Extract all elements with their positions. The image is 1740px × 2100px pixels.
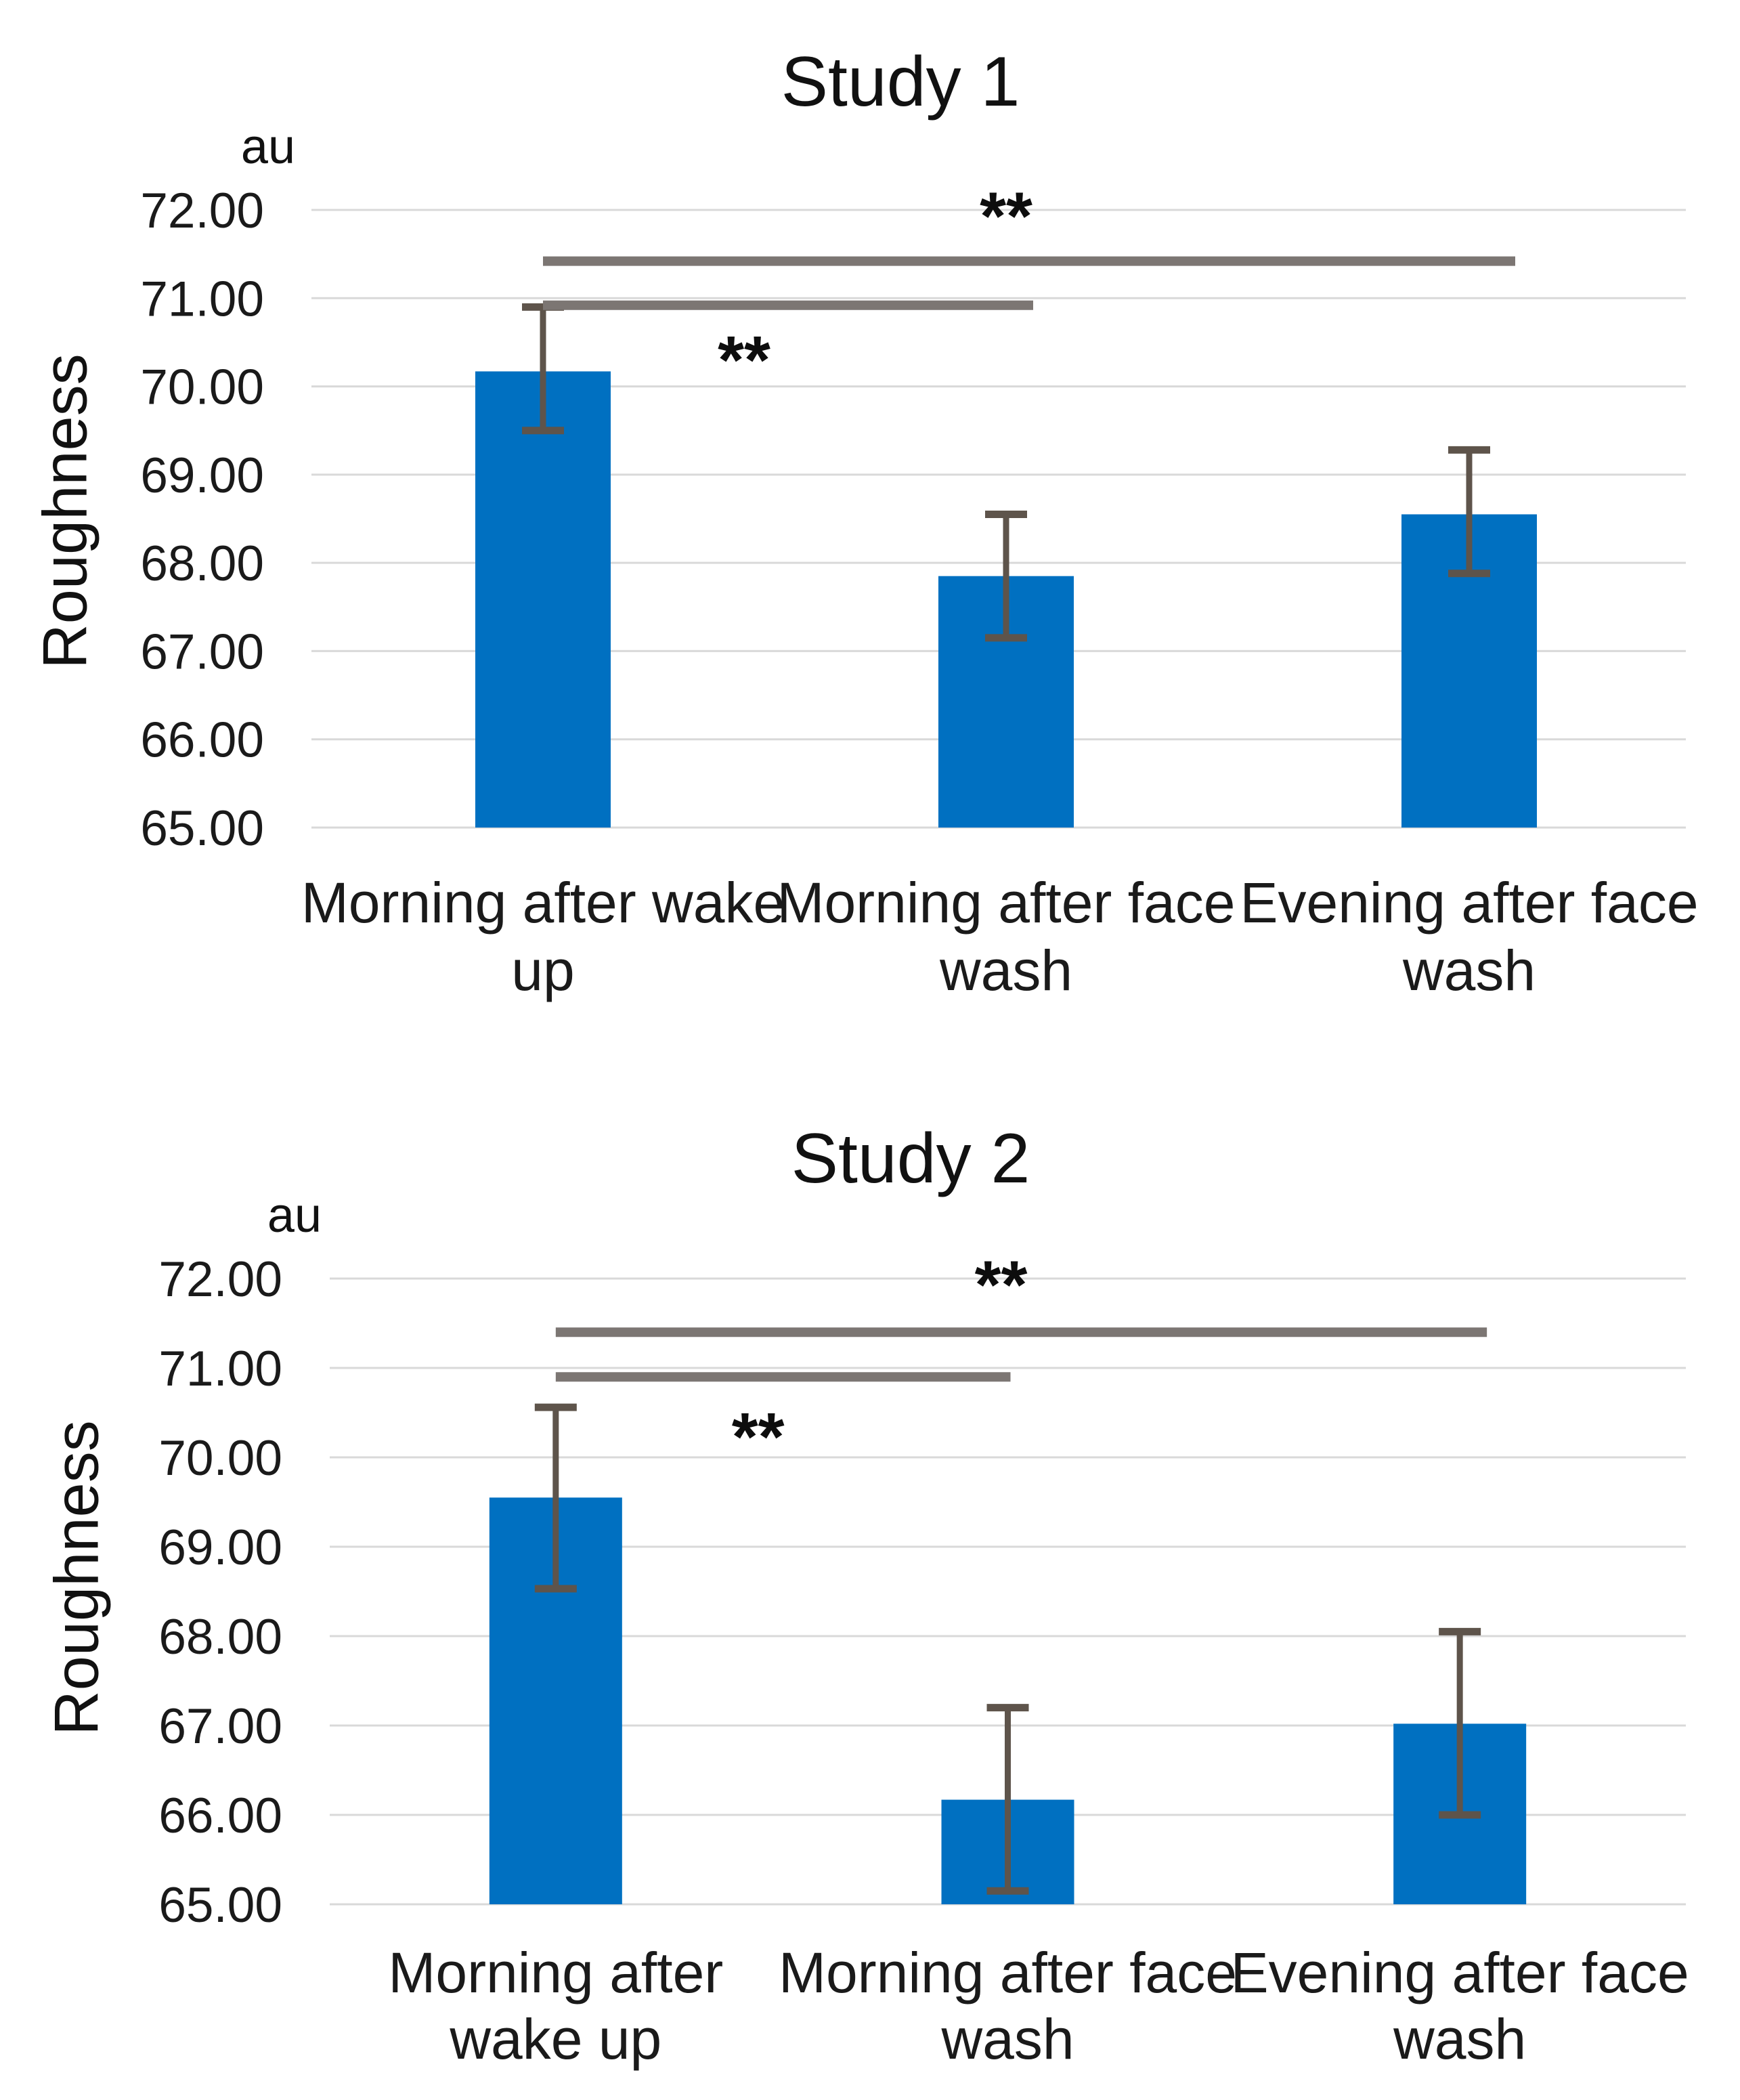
study2-ytick-label: 66.00 [158,1788,282,1843]
study2-ytick-label: 67.00 [158,1699,282,1754]
study1-ytick-label: 70.00 [140,360,264,415]
study2-error-bar-morning-after-wake-up [534,1403,577,1593]
study2-ytick-label: 69.00 [158,1520,282,1575]
study1-ytick-label: 65.00 [140,801,264,856]
study2-significance-stars: ** [732,1399,785,1475]
study1-y-axis-title: Roughness [30,353,100,669]
study1-bar-morning-after-wake-up [475,371,611,828]
study2-plot: 72.00 71.00 70.00 69.00 68.00 67.00 66.00 65.00… [158,1247,1689,2071]
study2-category-label-morning-after-face-wash: Morning after face wash [779,1941,1237,2071]
study2-category-label-morning-after-wake-up: Morning after wake up [388,1941,723,2071]
study2-error-bar-evening-after-face-wash [1439,1627,1481,1819]
study1-ytick-label: 67.00 [140,624,264,679]
study2-error-bar-morning-after-face-wash [986,1704,1029,1895]
study2-ytick-label: 65.00 [158,1878,282,1933]
study2-ytick-label: 72.00 [158,1252,282,1307]
study2-category-label-evening-after-face-wash: Evening after face wash [1231,1941,1689,2071]
study1-significance-stars: ** [980,178,1032,254]
study2-y-unit-label: au [267,1188,322,1243]
study2-title: Study 2 [791,1119,1030,1198]
study1-significance-stars: ** [718,322,770,398]
study1-category-label-evening-after-face-wash: Evening after face wash [1240,871,1698,1002]
study1-ytick-label: 72.00 [140,184,264,238]
study1-ytick-label: 71.00 [140,272,264,326]
study2-ytick-label: 68.00 [158,1610,282,1665]
study1-ytick-label: 69.00 [140,448,264,503]
study1-ytick-label: 66.00 [140,713,264,768]
study1-category-label-morning-after-face-wash: Morning after face wash [777,871,1235,1002]
study1-ytick-label: 68.00 [140,536,264,591]
study1-title: Study 1 [781,43,1020,121]
study1-error-bar-evening-after-face-wash [1448,446,1490,578]
study2-y-axis-title: Roughness [42,1420,112,1736]
study1-y-unit-label: au [240,120,295,174]
study2-ytick-label: 70.00 [158,1431,282,1486]
study1-plot: 72.00 71.00 70.00 69.00 68.00 67.00 66.00 65.00… [140,178,1698,1002]
study2-ytick-label: 71.00 [158,1342,282,1396]
study2-significance-stars: ** [975,1247,1028,1323]
study1-category-label-morning-after-wake-up: Morning after wake up [301,871,785,1002]
study1-error-bar-morning-after-face-wash [985,510,1027,642]
